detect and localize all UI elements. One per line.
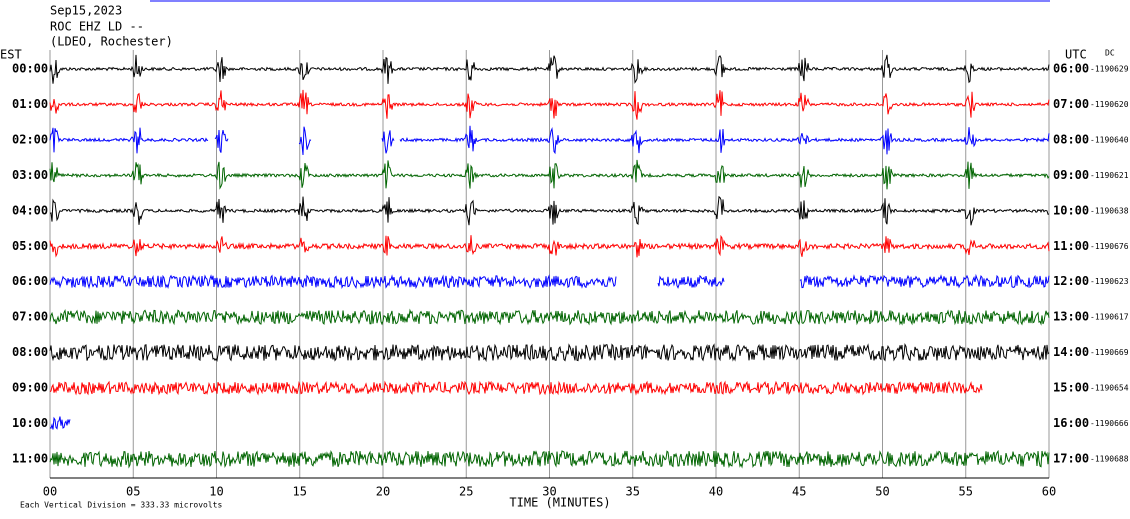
est-label: 00:00 (12, 62, 48, 76)
est-label: 02:00 (12, 132, 48, 146)
est-label: 07:00 (12, 310, 48, 324)
utc-label: 12:00 (1053, 274, 1089, 288)
dc-value: -1190620 (1090, 100, 1129, 109)
x-tick-label: 00 (43, 485, 57, 499)
dc-value: -1190640 (1090, 135, 1129, 144)
x-tick-label: 45 (792, 485, 806, 499)
utc-label: 15:00 (1053, 381, 1089, 395)
dc-value: -1190666 (1090, 419, 1129, 428)
est-label: 10:00 (12, 416, 48, 430)
est-label: 03:00 (12, 168, 48, 182)
trace (49, 54, 1050, 84)
x-tick-label: 35 (626, 485, 640, 499)
x-tick-label: 15 (293, 485, 307, 499)
dc-value: -1190638 (1090, 206, 1129, 215)
x-tick-label: 60 (1042, 485, 1056, 499)
est-label: 08:00 (12, 345, 48, 359)
dc-value: -1190654 (1090, 384, 1129, 393)
trace (49, 125, 1050, 156)
trace (49, 159, 1050, 190)
trace (49, 89, 1050, 120)
x-tick-label: 50 (875, 485, 889, 499)
x-tick-label: 10 (209, 485, 223, 499)
title-line: (LDEO, Rochester) (50, 35, 173, 49)
x-tick-label: 40 (709, 485, 723, 499)
est-label: 01:00 (12, 97, 48, 111)
utc-label: 13:00 (1053, 310, 1089, 324)
title-line: Sep15,2023 (50, 4, 122, 18)
x-tick-label: 20 (376, 485, 390, 499)
dc-value: -1190623 (1090, 277, 1129, 286)
utc-label: 07:00 (1053, 97, 1089, 111)
title-line: ROC EHZ LD -- (50, 20, 144, 34)
dc-value: -1190621 (1090, 171, 1129, 180)
est-label: 09:00 (12, 381, 48, 395)
left-zone: EST (0, 48, 22, 62)
utc-label: 06:00 (1053, 62, 1089, 76)
utc-label: 09:00 (1053, 168, 1089, 182)
utc-label: 16:00 (1053, 416, 1089, 430)
trace (49, 273, 1050, 290)
trace (49, 449, 1050, 469)
utc-label: 11:00 (1053, 239, 1089, 253)
trace (49, 416, 71, 430)
trace (49, 234, 1050, 258)
dc-value: -1190676 (1090, 242, 1129, 251)
est-label: 05:00 (12, 239, 48, 253)
x-tick-label: 25 (459, 485, 473, 499)
x-tick-label: 05 (126, 485, 140, 499)
utc-label: 17:00 (1053, 451, 1089, 465)
trace (49, 308, 1050, 326)
est-label: 04:00 (12, 203, 48, 217)
x-axis-label: TIME (MINUTES) (509, 496, 610, 510)
x-tick-label: 55 (959, 485, 973, 499)
trace (49, 195, 1050, 226)
dc-value: -1190629 (1090, 65, 1129, 74)
dc-value: -1190669 (1090, 348, 1129, 357)
trace (49, 342, 1050, 363)
utc-label: 10:00 (1053, 203, 1089, 217)
dc-value: -1190688 (1090, 454, 1129, 463)
dc-value: -1190617 (1090, 313, 1129, 322)
utc-label: 14:00 (1053, 345, 1089, 359)
x-tick-label: 30 (542, 485, 556, 499)
right-zone: UTC (1065, 48, 1087, 62)
dc-label: DC (1105, 49, 1115, 58)
trace (49, 380, 983, 396)
note: Each Vertical Division = 333.33 microvol… (20, 501, 222, 510)
est-label: 06:00 (12, 274, 48, 288)
est-label: 11:00 (12, 451, 48, 465)
utc-label: 08:00 (1053, 132, 1089, 146)
